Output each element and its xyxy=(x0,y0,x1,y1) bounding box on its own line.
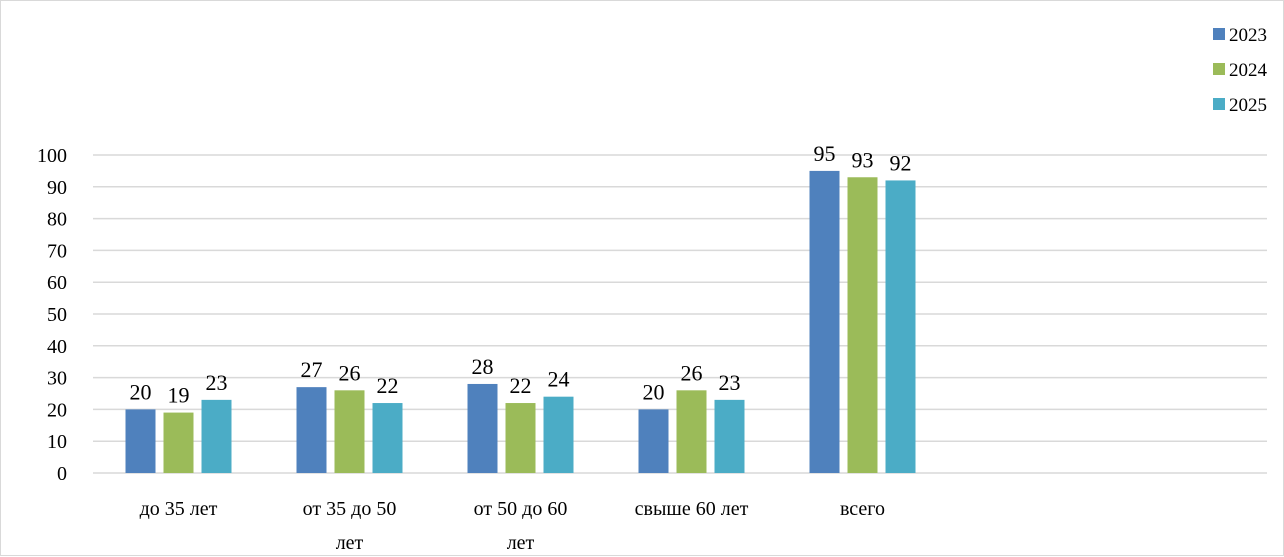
bar-2024-0 xyxy=(163,412,194,473)
y-tick-label: 30 xyxy=(47,368,67,390)
data-label: 93 xyxy=(852,147,874,172)
x-category-label: лет xyxy=(507,532,535,554)
data-label: 20 xyxy=(130,379,152,404)
y-tick-label: 60 xyxy=(47,272,67,294)
x-category-label: от 35 до 50 xyxy=(303,498,397,520)
y-tick-label: 80 xyxy=(47,209,67,231)
legend-swatch xyxy=(1213,98,1225,110)
legend-label: 2024 xyxy=(1229,60,1268,81)
y-tick-label: 20 xyxy=(47,399,67,421)
y-tick-label: 90 xyxy=(47,177,67,199)
x-category-label: свыше 60 лет xyxy=(635,498,749,520)
x-category-label: всего xyxy=(840,498,885,520)
data-label: 22 xyxy=(377,373,399,398)
bar-2024-3 xyxy=(676,390,707,473)
data-label: 24 xyxy=(548,367,570,392)
data-label: 95 xyxy=(814,141,836,166)
legend-swatch xyxy=(1213,63,1225,75)
data-label: 26 xyxy=(681,360,703,385)
data-labels: 20 19 23 27 26 22 28 22 24 20 26 23 95 93 92 xyxy=(130,141,912,408)
data-label: 22 xyxy=(510,373,532,398)
y-tick-label: 0 xyxy=(57,463,67,485)
bar-2025-4 xyxy=(885,180,916,473)
bar-2023-2 xyxy=(467,383,498,473)
bar-2023-1 xyxy=(296,387,327,473)
data-label: 23 xyxy=(206,370,228,395)
y-tick-label: 50 xyxy=(47,304,67,326)
bar-2025-1 xyxy=(372,403,403,473)
legend: 2023 2024 2025 xyxy=(1213,25,1268,116)
bar-2023-3 xyxy=(638,409,669,473)
x-category-label: до 35 лет xyxy=(140,498,218,520)
data-label: 27 xyxy=(301,357,323,382)
x-category-label: лет xyxy=(336,532,364,554)
bar-2025-3 xyxy=(714,399,745,473)
y-tick-label: 40 xyxy=(47,336,67,358)
y-tick-label: 10 xyxy=(47,431,67,453)
legend-label: 2025 xyxy=(1229,95,1267,116)
bar-2025-2 xyxy=(543,396,574,473)
data-label: 92 xyxy=(890,150,912,175)
data-label: 23 xyxy=(719,370,741,395)
bar-2024-4 xyxy=(847,177,878,473)
bar-2024-1 xyxy=(334,390,365,473)
y-tick-label: 100 xyxy=(37,145,67,167)
bar-2023-4 xyxy=(809,170,840,473)
bar-2023-0 xyxy=(125,409,156,473)
x-category-label: от 50 до 60 xyxy=(474,498,568,520)
data-label: 19 xyxy=(168,383,190,408)
legend-label: 2023 xyxy=(1229,25,1267,46)
y-tick-label: 70 xyxy=(47,240,67,262)
data-label: 28 xyxy=(472,354,494,379)
data-label: 26 xyxy=(339,360,361,385)
x-axis-categories: до 35 лет от 35 до 50 лет от 50 до 60 лет свы… xyxy=(140,498,885,554)
legend-swatch xyxy=(1213,28,1225,40)
bar-2025-0 xyxy=(201,399,232,473)
bar-2024-2 xyxy=(505,403,536,473)
gridlines xyxy=(93,154,1267,474)
y-axis-ticks: 0 10 20 30 40 50 60 70 80 90 100 xyxy=(37,145,67,485)
data-label: 20 xyxy=(643,379,665,404)
bars xyxy=(125,170,916,473)
